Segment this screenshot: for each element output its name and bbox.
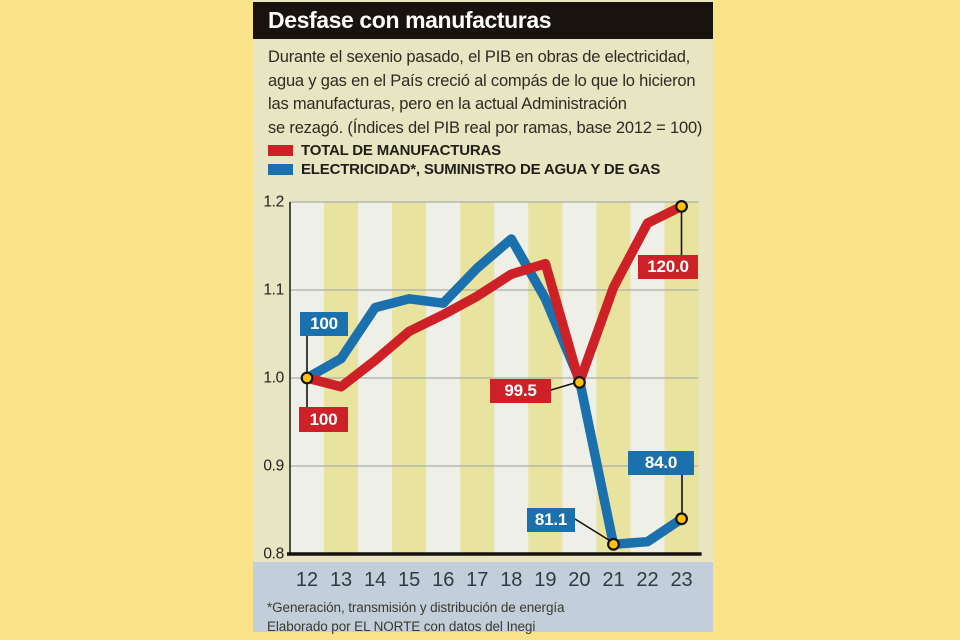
point-label-electricidad-21: 81.1 [527, 508, 575, 532]
legend-swatch-red-icon [268, 145, 293, 156]
y-axis-label: 1.0 [263, 370, 284, 387]
description-line: se rezagó. (Índices del PIB real por ram… [268, 118, 703, 137]
x-axis-label: 22 [636, 569, 659, 591]
legend-swatch-blue-icon [268, 164, 293, 175]
x-axis-label: 12 [295, 569, 319, 591]
point-label-electricidad-12: 100 [300, 312, 348, 336]
x-axis-label: 18 [500, 569, 523, 591]
data-point-dot [573, 376, 586, 389]
x-axis-label: 15 [398, 569, 421, 591]
point-label-electricidad-23: 84.0 [628, 451, 694, 475]
y-axis-label: 1.2 [263, 194, 284, 211]
data-point-dot [675, 512, 688, 526]
data-point-dot [607, 537, 620, 551]
footnote-line: Elaborado por EL NORTE con datos del Ine… [267, 618, 536, 634]
chart-legend: TOTAL DE MANUFACTURAS ELECTRICIDAD*, SUM… [268, 141, 660, 179]
title-bar: Desfase con manufacturas [253, 2, 713, 39]
callout-line [574, 518, 613, 543]
x-axis-label: 16 [432, 569, 455, 591]
y-axis-label: 0.9 [263, 458, 284, 475]
footnote-line: *Generación, transmisión y distribución … [267, 600, 565, 615]
x-axis-label: 14 [364, 569, 387, 591]
legend-item-electricidad: ELECTRICIDAD*, SUMINISTRO DE AGUA Y DE G… [268, 160, 660, 179]
y-axis-label: 1.1 [263, 282, 284, 299]
x-axis-label: 19 [534, 569, 557, 591]
point-label-manufacturas-23: 120.0 [638, 255, 698, 279]
x-axis-label: 20 [568, 569, 591, 591]
x-axis-label: 13 [329, 569, 353, 591]
point-label-manufacturas-12: 100 [299, 407, 348, 432]
description-line: Durante el sexenio pasado, el PIB en obr… [268, 48, 691, 66]
x-axis-label: 21 [602, 569, 625, 591]
manufacturas-line [302, 201, 687, 392]
data-point-dot [300, 371, 314, 385]
page-title: Desfase con manufacturas [268, 7, 552, 33]
legend-label: TOTAL DE MANUFACTURAS [301, 142, 501, 159]
y-axis-label: 0.8 [263, 546, 284, 563]
x-axis-label: 23 [670, 569, 693, 591]
description-line: agua y gas en el País creció al compás d… [268, 71, 696, 90]
description-line: las manufacturas, pero en la actual Admi… [268, 95, 627, 114]
legend-label: ELECTRICIDAD*, SUMINISTRO DE AGUA Y DE G… [301, 161, 661, 178]
legend-item-manufacturas: TOTAL DE MANUFACTURAS [268, 141, 660, 160]
chart-description: Durante el sexenio pasado, el PIB en obr… [268, 46, 708, 140]
point-label-manufacturas-20: 99.5 [490, 379, 551, 403]
data-point-dot [675, 199, 688, 213]
x-axis-band [253, 562, 713, 632]
x-axis-label: 17 [466, 569, 489, 591]
source-footnote: *Generación, transmisión y distribución … [267, 599, 565, 636]
